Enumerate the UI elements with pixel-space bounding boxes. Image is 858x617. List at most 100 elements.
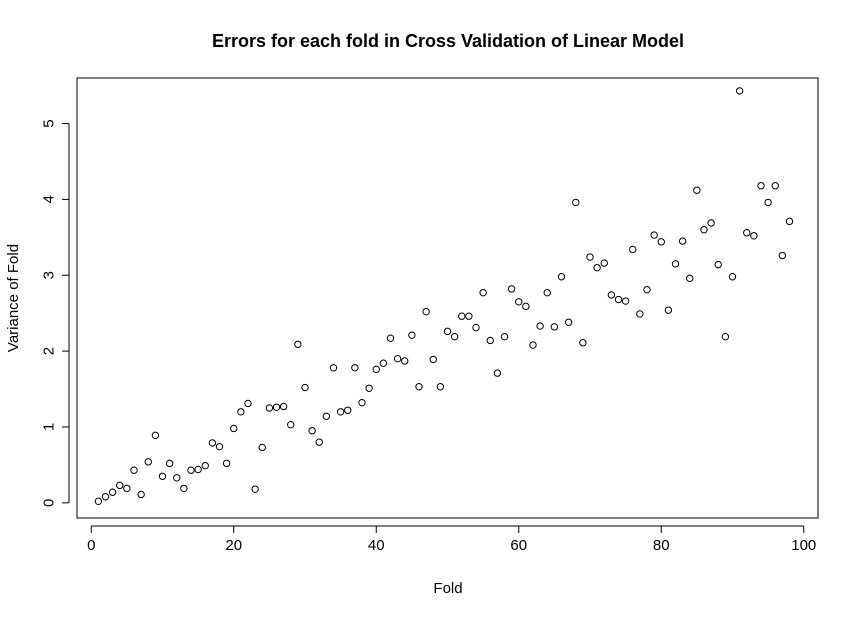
data-point bbox=[194, 465, 202, 474]
data-point bbox=[686, 274, 694, 282]
data-point bbox=[785, 217, 794, 226]
data-point bbox=[436, 383, 445, 391]
data-point bbox=[215, 442, 224, 451]
data-point bbox=[600, 259, 608, 267]
data-point bbox=[536, 322, 544, 330]
data-point bbox=[557, 273, 566, 281]
data-point bbox=[322, 412, 331, 421]
data-point bbox=[158, 472, 167, 480]
data-point bbox=[678, 237, 687, 245]
data-point bbox=[123, 484, 131, 493]
x-tick-label: 20 bbox=[225, 537, 242, 554]
data-point bbox=[728, 273, 737, 281]
y-tick-label: 0 bbox=[41, 499, 58, 507]
data-point bbox=[372, 365, 380, 374]
data-point bbox=[393, 354, 402, 363]
data-point bbox=[130, 466, 138, 474]
data-point bbox=[735, 87, 744, 95]
data-point bbox=[279, 402, 288, 411]
data-point bbox=[308, 427, 316, 435]
data-point bbox=[764, 198, 772, 207]
data-point bbox=[244, 399, 252, 408]
x-tick-label: 60 bbox=[510, 537, 527, 554]
data-point bbox=[771, 182, 779, 190]
data-point bbox=[94, 497, 103, 506]
data-point bbox=[272, 403, 281, 411]
data-point bbox=[237, 408, 245, 416]
data-point bbox=[700, 226, 708, 234]
data-point bbox=[507, 285, 516, 293]
data-point bbox=[443, 327, 452, 336]
data-point bbox=[294, 340, 302, 348]
data-point bbox=[529, 341, 537, 349]
data-point bbox=[693, 186, 701, 194]
data-point bbox=[586, 253, 594, 261]
data-point bbox=[664, 306, 673, 314]
data-point bbox=[707, 219, 715, 227]
data-point bbox=[101, 493, 110, 501]
data-point bbox=[750, 232, 758, 240]
data-point bbox=[315, 438, 323, 446]
data-point bbox=[543, 288, 551, 297]
data-point bbox=[636, 310, 644, 318]
data-point bbox=[379, 359, 388, 367]
y-tick-label: 2 bbox=[41, 347, 58, 355]
data-point bbox=[422, 307, 430, 316]
data-point bbox=[472, 323, 480, 332]
data-point bbox=[116, 481, 124, 490]
x-tick-label: 40 bbox=[368, 537, 385, 554]
data-point bbox=[621, 297, 630, 305]
data-point bbox=[650, 231, 658, 239]
data-point bbox=[743, 229, 751, 237]
data-point bbox=[629, 245, 637, 254]
data-point bbox=[450, 332, 459, 341]
data-point bbox=[329, 364, 338, 372]
y-tick-label: 5 bbox=[41, 119, 58, 127]
data-point bbox=[614, 295, 623, 304]
data-point bbox=[187, 466, 195, 474]
data-point bbox=[336, 408, 345, 416]
data-point bbox=[358, 398, 366, 407]
data-point bbox=[144, 458, 152, 466]
data-point bbox=[351, 364, 359, 372]
data-point bbox=[137, 490, 145, 499]
data-point bbox=[643, 285, 651, 294]
data-point bbox=[429, 355, 437, 364]
data-point bbox=[479, 288, 487, 297]
data-point bbox=[714, 260, 722, 269]
data-point bbox=[108, 488, 117, 496]
data-point bbox=[301, 383, 309, 392]
data-point bbox=[572, 198, 580, 207]
data-point bbox=[458, 312, 466, 320]
data-point bbox=[287, 420, 295, 429]
data-point bbox=[208, 439, 217, 447]
data-point bbox=[365, 384, 373, 392]
data-point bbox=[408, 331, 416, 339]
x-axis-label: Fold bbox=[433, 580, 462, 597]
data-point bbox=[401, 357, 409, 365]
data-point bbox=[607, 291, 616, 299]
data-point bbox=[778, 251, 787, 260]
data-point bbox=[671, 260, 680, 268]
data-point bbox=[251, 485, 259, 493]
data-points bbox=[94, 87, 794, 506]
plot-area bbox=[76, 77, 819, 519]
data-point bbox=[564, 318, 573, 326]
data-point bbox=[258, 443, 266, 452]
data-point bbox=[486, 336, 494, 345]
data-point bbox=[657, 238, 665, 246]
data-point bbox=[265, 404, 274, 412]
data-point bbox=[165, 459, 174, 468]
data-point bbox=[151, 431, 160, 440]
data-point bbox=[721, 332, 730, 341]
x-tick-label: 0 bbox=[87, 537, 95, 554]
data-point bbox=[522, 302, 530, 311]
x-axis: 0 20 40 60 80 100 bbox=[87, 525, 816, 554]
x-tick-label: 100 bbox=[791, 537, 816, 554]
data-point bbox=[415, 383, 423, 391]
data-point bbox=[180, 484, 188, 493]
y-axis: 0 1 2 3 4 5 bbox=[41, 119, 70, 507]
data-point bbox=[550, 323, 559, 331]
y-tick-label: 1 bbox=[41, 423, 58, 431]
